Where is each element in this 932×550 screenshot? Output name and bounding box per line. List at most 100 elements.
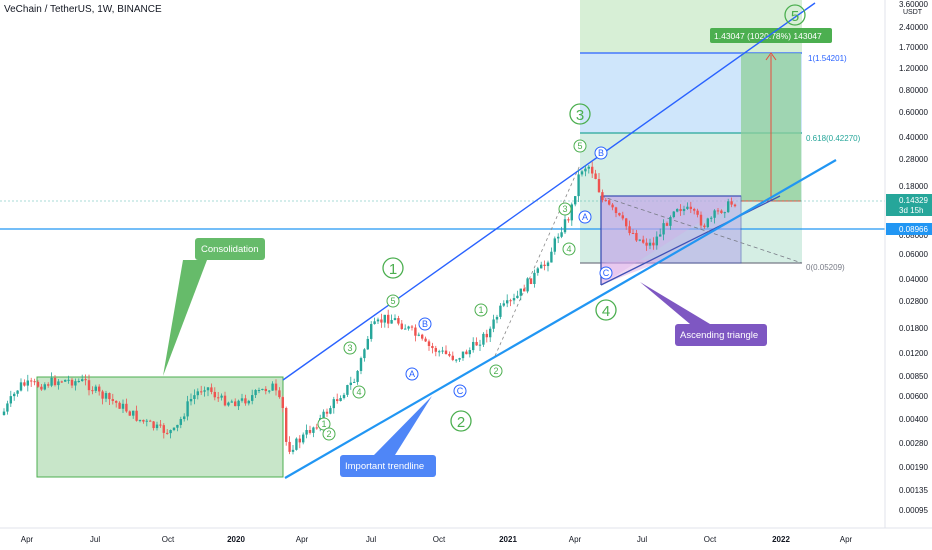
candle-body bbox=[264, 388, 267, 392]
wave-s4: 4 bbox=[356, 387, 361, 397]
candle-body bbox=[67, 379, 70, 381]
fib-label-0: 0(0.05209) bbox=[806, 263, 845, 272]
candle-body bbox=[13, 393, 16, 397]
candle-body bbox=[186, 401, 189, 417]
candle-body bbox=[81, 379, 84, 382]
candle-body bbox=[172, 427, 176, 431]
candle-body bbox=[6, 403, 9, 412]
candle-body bbox=[672, 211, 675, 218]
candle-body bbox=[458, 358, 461, 360]
candle-body bbox=[567, 219, 570, 221]
candle-body bbox=[298, 438, 301, 443]
candle-body bbox=[179, 419, 182, 425]
candle-body bbox=[84, 379, 87, 381]
candle-body bbox=[628, 226, 631, 234]
trendline-callout[interactable] bbox=[340, 455, 436, 477]
candle-body bbox=[682, 208, 686, 212]
candle-body bbox=[710, 217, 713, 219]
candle-body bbox=[145, 420, 148, 422]
upper-channel-line[interactable] bbox=[282, 2, 816, 381]
candle-body bbox=[274, 383, 278, 391]
candle-body bbox=[166, 432, 169, 434]
candle-body bbox=[495, 316, 499, 320]
candle-body bbox=[512, 298, 516, 301]
time-axis[interactable]: Apr Jul Oct 2020 Apr Jul Oct 2021 Apr Jul Oct 2022 A… bbox=[21, 535, 853, 544]
candle-body bbox=[625, 218, 628, 227]
candle-body bbox=[526, 278, 529, 292]
candle-body bbox=[125, 403, 128, 412]
candle-body bbox=[223, 395, 227, 406]
price-tick: 0.40000 bbox=[899, 133, 928, 142]
candle-body bbox=[427, 341, 431, 346]
price-tick: 0.06000 bbox=[899, 250, 928, 259]
candle-body bbox=[108, 393, 111, 400]
candle-body bbox=[193, 395, 196, 399]
price-tick: 0.00190 bbox=[899, 463, 928, 472]
lower-trendline[interactable] bbox=[284, 159, 837, 479]
candle-body bbox=[472, 341, 475, 351]
candle-body bbox=[47, 384, 50, 386]
candle-body bbox=[308, 429, 312, 433]
candle-body bbox=[26, 380, 29, 386]
fib-zone-upper bbox=[580, 0, 802, 53]
candle-body bbox=[434, 348, 437, 352]
candle-body bbox=[142, 419, 145, 422]
price-tick: 0.00135 bbox=[899, 486, 928, 495]
wave-a1: A bbox=[409, 369, 415, 379]
candle-body bbox=[206, 387, 210, 391]
candle-body bbox=[281, 397, 284, 408]
candle-body bbox=[716, 210, 720, 212]
price-tick: 0.01200 bbox=[899, 349, 928, 358]
candle-body bbox=[601, 192, 604, 201]
price-tick: 1.70000 bbox=[899, 43, 928, 52]
candle-body bbox=[529, 278, 533, 284]
candle-body bbox=[536, 268, 539, 273]
candle-body bbox=[451, 355, 454, 360]
candle-body bbox=[577, 174, 580, 197]
consolidation-callout[interactable] bbox=[195, 238, 265, 260]
wave-s5: 5 bbox=[390, 296, 395, 306]
triangle-callout[interactable] bbox=[675, 324, 767, 346]
candle-body bbox=[414, 327, 417, 336]
candle-body bbox=[560, 232, 563, 237]
candle-body bbox=[485, 333, 488, 338]
price-tick: 0.00600 bbox=[899, 392, 928, 401]
candle-body bbox=[383, 314, 386, 323]
candle-body bbox=[587, 166, 590, 169]
candle-body bbox=[155, 424, 159, 429]
candle-body bbox=[87, 380, 91, 391]
candle-body bbox=[234, 401, 237, 407]
wave-primary-1: 1 bbox=[389, 261, 397, 278]
candle-body bbox=[397, 318, 400, 324]
time-tick: Jul bbox=[366, 535, 376, 544]
time-tick: 2021 bbox=[499, 535, 517, 544]
candle-body bbox=[438, 351, 441, 353]
price-tick: 0.08000 bbox=[899, 231, 928, 240]
candle-body bbox=[305, 429, 308, 435]
candle-body bbox=[631, 233, 635, 235]
candle-body bbox=[19, 382, 23, 391]
candle-body bbox=[363, 349, 366, 359]
candle-body bbox=[33, 381, 36, 383]
candle-body bbox=[111, 399, 114, 401]
candle-body bbox=[478, 344, 482, 346]
candle-body bbox=[271, 383, 274, 391]
candle-body bbox=[278, 390, 281, 398]
candle-body bbox=[655, 236, 658, 246]
candle-body bbox=[91, 390, 94, 392]
candle-body bbox=[506, 300, 509, 304]
symbol-title[interactable]: VeChain / TetherUS, 1W, BINANCE bbox=[4, 4, 162, 15]
candle-body bbox=[349, 382, 352, 386]
candle-body bbox=[169, 430, 172, 434]
candle-body bbox=[200, 391, 203, 393]
candle-body bbox=[322, 411, 325, 419]
candle-body bbox=[336, 399, 339, 402]
candle-body bbox=[393, 318, 397, 321]
time-tick: Apr bbox=[21, 535, 34, 544]
candle-body bbox=[342, 394, 346, 399]
price-tick: 0.02800 bbox=[899, 297, 928, 306]
candle-body bbox=[703, 225, 706, 228]
candle-body bbox=[509, 300, 512, 302]
candle-body bbox=[563, 219, 567, 233]
